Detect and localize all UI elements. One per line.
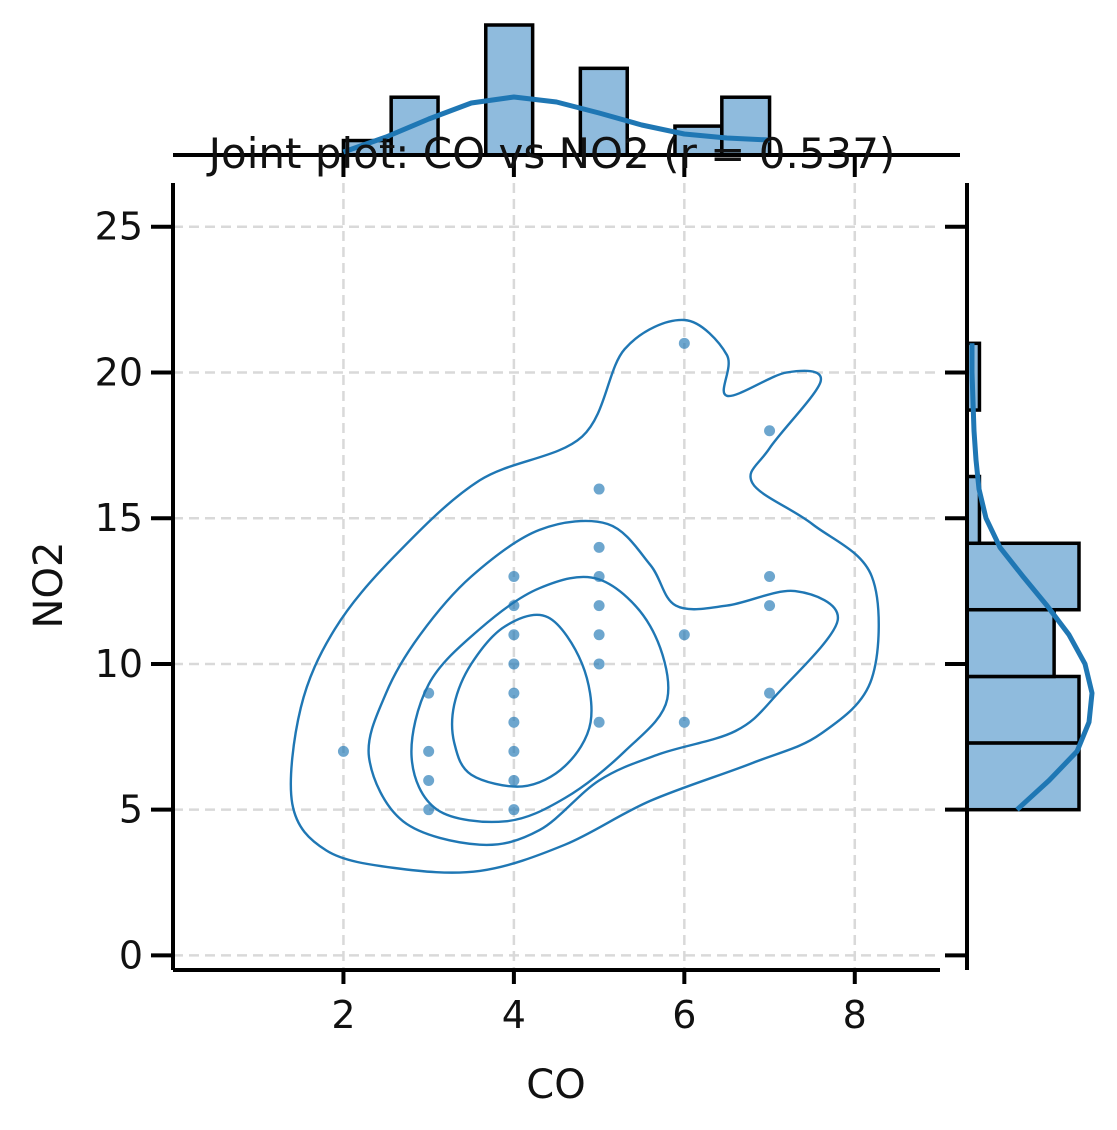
right-hist-bar xyxy=(965,741,1081,812)
x-axis-title: CO xyxy=(526,1062,585,1108)
scatter-point xyxy=(508,804,520,816)
scatter-point xyxy=(678,716,690,728)
scatter-point xyxy=(508,687,520,699)
right-marginal-histogram xyxy=(945,183,1095,970)
scatter-point xyxy=(508,571,520,582)
top-marginal-histogram xyxy=(173,23,960,177)
y-tick-label: 15 xyxy=(95,496,143,540)
scatter-point xyxy=(508,658,520,670)
scatter-point xyxy=(593,541,605,553)
scatter-point xyxy=(593,658,605,670)
kde-contour-line xyxy=(367,519,839,847)
y-tick-label: 5 xyxy=(119,788,143,832)
right-hist-bar xyxy=(965,674,1081,745)
right-hist-bar xyxy=(965,607,1056,679)
scatter-point xyxy=(593,600,605,612)
top-hist-bar xyxy=(673,124,724,157)
x-tick-label: 6 xyxy=(672,993,696,1037)
y-tick-label: 10 xyxy=(95,642,143,686)
scatter-point xyxy=(593,571,605,582)
x-tick-label: 8 xyxy=(843,993,867,1037)
y-tick-label: 0 xyxy=(119,933,143,977)
main-axes: 2 4 6 8 0 5 10 15 20 25 xyxy=(95,183,940,1037)
x-tick-label: 2 xyxy=(331,993,355,1037)
scatter-point xyxy=(764,425,776,437)
y-tick-label: 25 xyxy=(95,205,143,249)
kde-contour-line xyxy=(410,575,670,824)
top-hist-bar xyxy=(720,95,772,157)
kde-contours xyxy=(289,318,880,874)
y-tick-label: 20 xyxy=(95,350,143,394)
scatter-points xyxy=(337,337,776,816)
scatter-point xyxy=(337,745,349,757)
scatter-point xyxy=(593,716,605,728)
scatter-point xyxy=(423,775,435,787)
scatter-point xyxy=(764,600,776,612)
kde-contour-line xyxy=(289,318,880,874)
x-tick-label: 4 xyxy=(502,993,526,1037)
scatter-point xyxy=(508,745,520,757)
y-axis-title: NO2 xyxy=(26,542,72,629)
scatter-point xyxy=(593,629,605,641)
main-grid xyxy=(173,183,940,970)
scatter-point xyxy=(678,629,690,641)
scatter-point xyxy=(423,804,435,816)
scatter-point xyxy=(423,687,435,699)
top-kde-curve xyxy=(342,94,770,155)
top-hist-bar xyxy=(484,23,535,157)
scatter-point xyxy=(508,775,520,787)
scatter-point xyxy=(508,716,520,728)
scatter-point xyxy=(423,745,435,757)
scatter-point xyxy=(678,337,690,349)
scatter-point xyxy=(764,571,776,582)
chart-title: Joint plot: CO vs NO2 (r = 0.537) xyxy=(206,129,896,178)
scatter-point xyxy=(508,629,520,641)
scatter-point xyxy=(593,483,605,495)
right-kde-curve xyxy=(969,343,1095,812)
kde-contour-line xyxy=(450,613,593,788)
top-hist-bar xyxy=(578,66,629,157)
scatter-point xyxy=(508,600,520,612)
scatter-point xyxy=(764,687,776,699)
